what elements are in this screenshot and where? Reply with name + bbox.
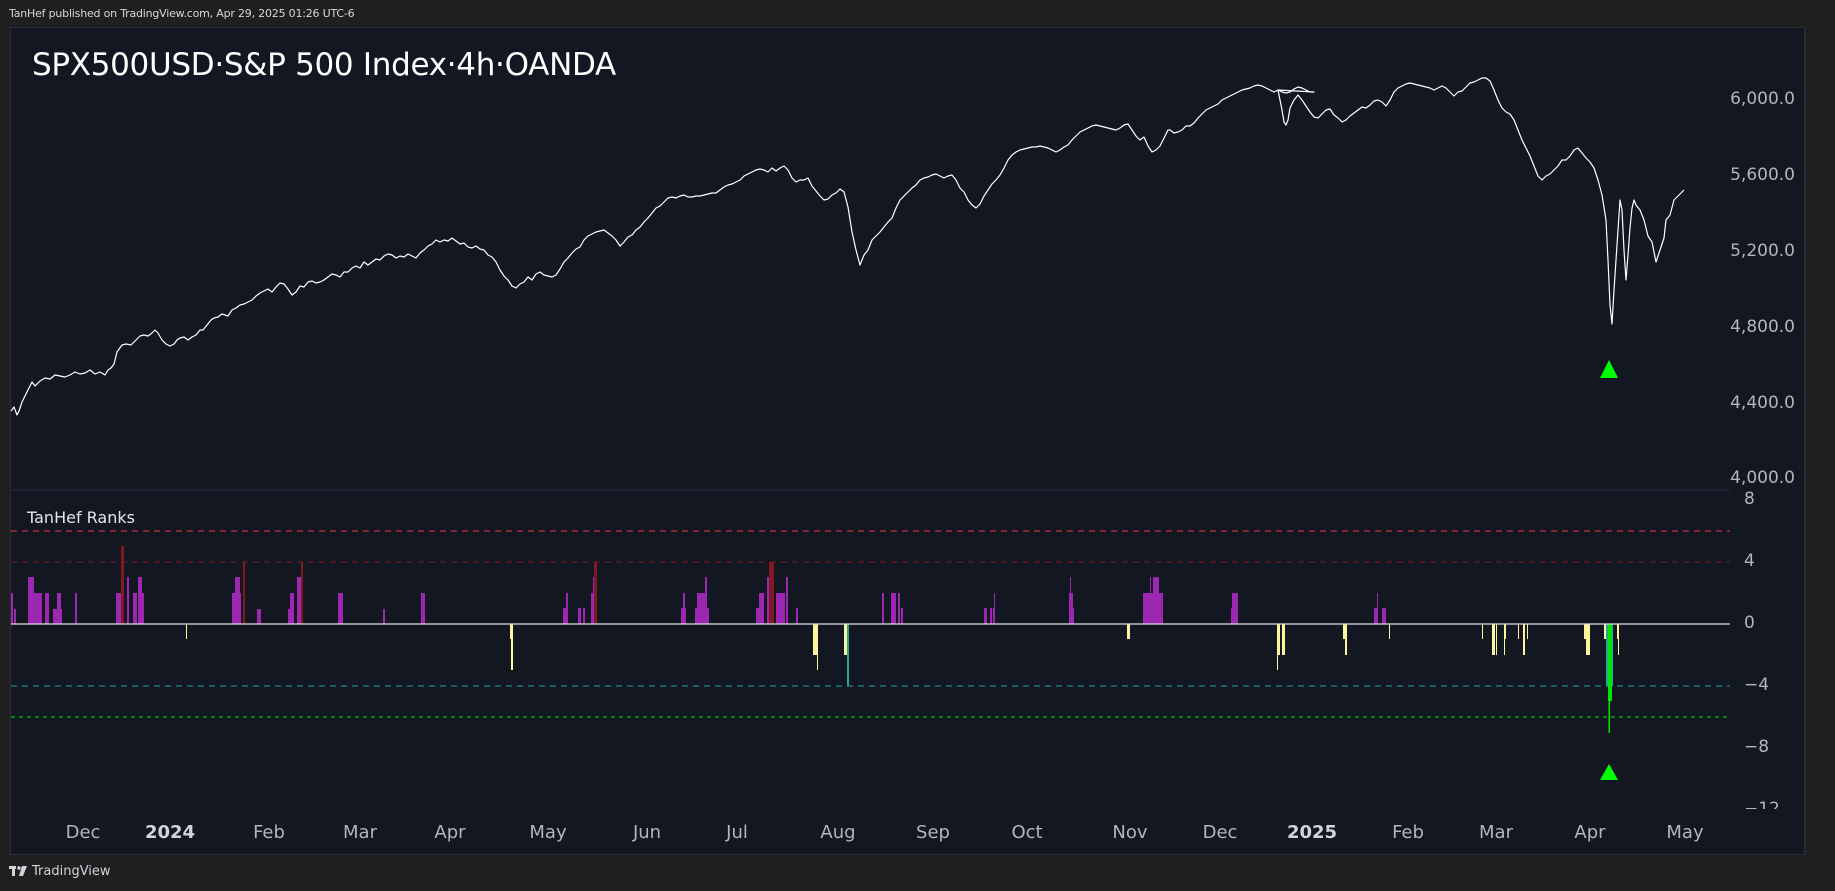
rank-bars-bearish bbox=[186, 624, 1619, 670]
published-line: TanHef published on TradingView.com, Apr… bbox=[9, 7, 355, 20]
price-tick: 4,000.0 bbox=[1730, 468, 1795, 488]
tradingview-logo-icon bbox=[9, 866, 27, 876]
rank-bars-bullish bbox=[11, 577, 1386, 624]
chart-title: SPX500USD·S&P 500 Index·4h·OANDA bbox=[32, 47, 616, 83]
price-line bbox=[10, 77, 1685, 416]
indicator-axis[interactable]: 8 4 0 −4 −8 −12 bbox=[1744, 0, 1804, 855]
indicator-title[interactable]: TanHef Ranks bbox=[27, 508, 135, 527]
price-tick: 5,200.0 bbox=[1730, 241, 1795, 261]
brand-name: TradingView bbox=[32, 864, 111, 879]
price-tick: 4,400.0 bbox=[1730, 393, 1795, 413]
indicator-tick: −8 bbox=[1744, 737, 1770, 757]
indicator-levels bbox=[11, 530, 1730, 718]
indicator-tick: 4 bbox=[1744, 551, 1755, 571]
indicator-tick: −12 bbox=[1744, 799, 1780, 809]
indicator-tick: −4 bbox=[1744, 675, 1770, 695]
indicator-tick: 0 bbox=[1744, 613, 1755, 633]
buy-signal-marker-price bbox=[1600, 360, 1618, 378]
price-axis[interactable]: 6,000.0 5,600.0 5,200.0 4,800.0 4,400.0 … bbox=[1730, 0, 1795, 855]
rank-bars-extreme-bullish bbox=[121, 546, 774, 624]
price-tick: 5,600.0 bbox=[1730, 165, 1795, 185]
indicator-tick: 8 bbox=[1744, 489, 1755, 509]
buy-signal-marker-indicator bbox=[1600, 764, 1618, 780]
price-tick: 4,800.0 bbox=[1730, 317, 1795, 337]
price-tick: 6,000.0 bbox=[1730, 89, 1795, 109]
rank-bars-extreme-bearish bbox=[847, 624, 1613, 733]
footer-brand[interactable]: TradingView bbox=[9, 864, 111, 879]
